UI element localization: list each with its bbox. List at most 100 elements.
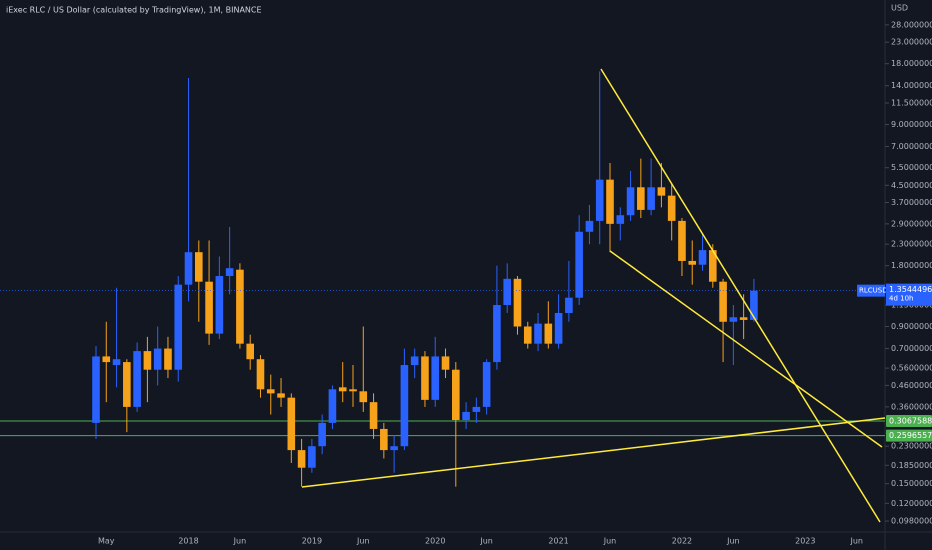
- x-tick-label: 2019: [302, 537, 322, 546]
- currency-label: USD: [891, 4, 908, 13]
- candle-body: [328, 389, 337, 423]
- y-tick-label: 9.00000000: [891, 120, 932, 129]
- candle-body: [102, 356, 111, 363]
- y-tick-label: 14.00000000: [891, 81, 932, 90]
- candle-body: [441, 356, 450, 370]
- level-label: 0.25965573: [889, 431, 932, 440]
- candle-body: [277, 393, 285, 398]
- candle-body: [308, 446, 316, 468]
- candle-body: [452, 369, 460, 421]
- candle-body: [616, 215, 625, 224]
- y-tick-label: 11.50000000: [891, 98, 932, 107]
- y-tick-label: 7.00000000: [891, 142, 932, 151]
- candle-body: [164, 348, 172, 370]
- candle-body: [626, 187, 635, 216]
- candle-body: [534, 323, 542, 344]
- candle-body: [338, 387, 347, 392]
- candle-body: [421, 356, 429, 400]
- level-tag: [886, 429, 932, 442]
- candle-body: [318, 422, 326, 447]
- x-tick-label: 2018: [178, 537, 198, 546]
- candle-body: [688, 260, 697, 265]
- candle-body: [462, 411, 470, 421]
- candle-body: [595, 179, 604, 221]
- y-tick-label: 4.50000000: [891, 181, 932, 190]
- candle-body: [112, 359, 121, 366]
- chart-title: iExec RLC / US Dollar (calculated by Tra…: [6, 6, 262, 15]
- candle-body: [92, 356, 100, 423]
- candle-body: [266, 389, 275, 394]
- x-tick-label: 2021: [548, 537, 568, 546]
- candle-body: [297, 450, 306, 468]
- candle-body: [493, 305, 501, 363]
- trend-line: [609, 250, 883, 448]
- candle-body: [565, 297, 573, 313]
- plot: [0, 71, 885, 487]
- candle-body: [236, 269, 244, 344]
- candle-body: [431, 356, 440, 400]
- candle-body: [709, 250, 717, 282]
- countdown-label: 4d 10h: [889, 295, 913, 303]
- x-tick-label: 2023: [795, 537, 815, 546]
- candle-body: [719, 281, 727, 322]
- candle-body: [174, 284, 183, 370]
- candle-body: [390, 446, 398, 451]
- candle-body: [472, 406, 481, 412]
- candle-body: [143, 351, 152, 370]
- candle-body: [739, 317, 748, 320]
- x-tick-label: Jun: [233, 537, 247, 546]
- candle-body: [657, 187, 666, 196]
- y-tick-label: 18.00000000: [891, 59, 932, 68]
- candle-body: [215, 276, 224, 334]
- candle-body: [359, 391, 368, 403]
- y-tick-label: 5.50000000: [891, 163, 932, 172]
- y-tick-label: 28.00000000: [891, 20, 932, 29]
- candle-body: [184, 252, 193, 285]
- candle-body: [205, 281, 213, 334]
- x-tick-label: 2022: [672, 537, 692, 546]
- x-tick-label: May: [98, 537, 115, 546]
- candle-body: [482, 362, 491, 407]
- trend-line: [600, 68, 881, 523]
- candle-body: [647, 187, 655, 210]
- candle-body: [750, 290, 758, 320]
- candle-body: [410, 356, 419, 366]
- x-tick-label: Jun: [603, 537, 617, 546]
- candle-body: [513, 278, 522, 327]
- axis: 28.00000000 23.00000000 18.00000000 14.0000…: [98, 20, 932, 546]
- level-tag: [886, 414, 932, 427]
- candle-body: [544, 323, 553, 344]
- x-tick-label: Jun: [356, 537, 370, 546]
- candle-body: [225, 268, 234, 277]
- candle-body: [195, 252, 203, 282]
- x-tick-label: Jun: [479, 537, 493, 546]
- last-price-label: 1.35444960: [889, 285, 932, 294]
- trend-lines: [301, 68, 886, 523]
- candle-body: [575, 231, 583, 298]
- candle-body: [606, 179, 614, 224]
- x-tick-label: Jun: [849, 537, 863, 546]
- y-tick-label: 23.00000000: [891, 38, 932, 47]
- candle-body: [729, 317, 738, 322]
- candle-body: [678, 220, 686, 261]
- x-tick-label: 2020: [425, 537, 445, 546]
- candle-body: [667, 195, 676, 221]
- last-price-tag: [886, 283, 932, 306]
- x-tick-label: Jun: [726, 537, 740, 546]
- candle-body: [554, 312, 563, 344]
- candle-body: [637, 187, 645, 210]
- candle-body: [153, 348, 162, 370]
- y-tick-label: 0.09800000: [891, 517, 932, 526]
